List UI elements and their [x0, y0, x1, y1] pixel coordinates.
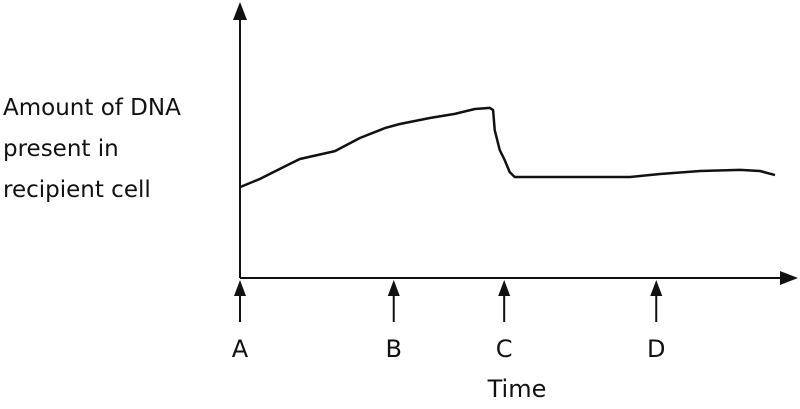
x-axis-arrowhead: [780, 271, 798, 285]
time-marker-label: A: [232, 335, 249, 363]
time-marker-label: C: [496, 335, 513, 363]
x-axis-label: Time: [487, 375, 547, 403]
series-line: [239, 106, 776, 189]
time-marker-arrowhead: [650, 280, 663, 296]
y-axis-label-line: recipient cell: [3, 177, 151, 203]
y-axis-label: Amount of DNA present in recipient cell: [3, 88, 181, 211]
time-marker-arrowhead: [498, 280, 511, 296]
time-marker-label: B: [386, 335, 402, 363]
y-axis-label-line: Amount of DNA: [3, 95, 181, 121]
y-axis-label-line: present in: [3, 136, 119, 162]
y-axis-arrowhead: [233, 2, 247, 20]
time-marker-arrowhead: [234, 280, 246, 296]
time-marker-label: D: [647, 335, 665, 363]
time-marker-arrowhead: [387, 280, 400, 296]
